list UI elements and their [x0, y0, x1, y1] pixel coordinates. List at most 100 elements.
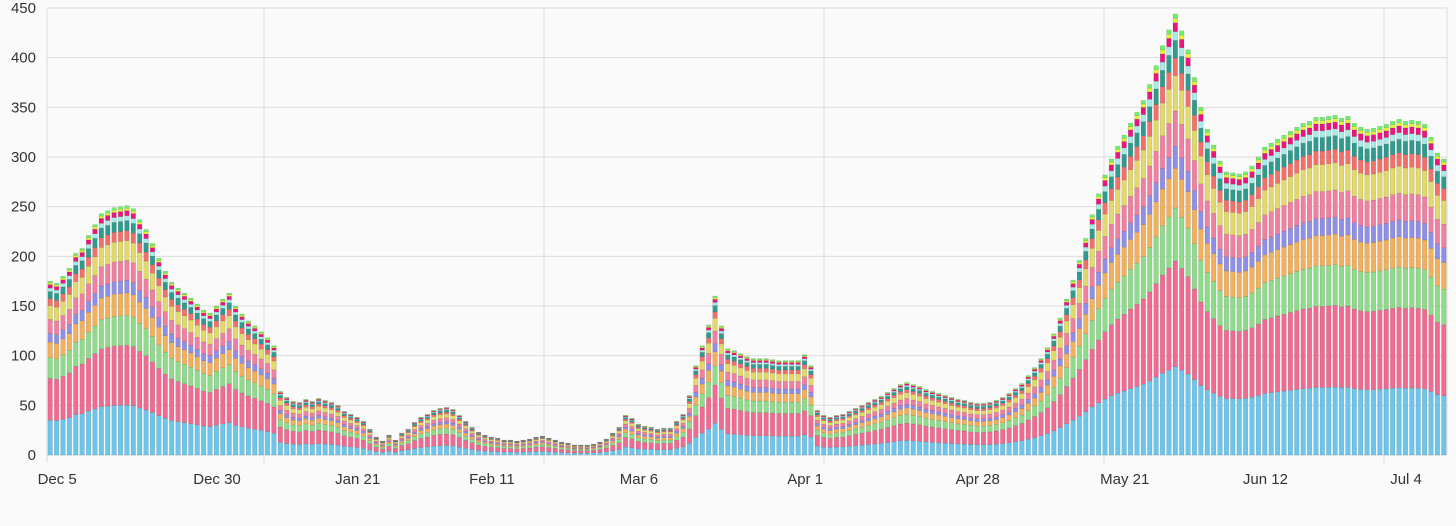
bar-segment — [1275, 391, 1281, 456]
bar-segment — [961, 400, 967, 402]
bar-segment — [143, 260, 149, 280]
bar-segment — [795, 381, 801, 390]
bar-segment — [533, 446, 539, 452]
bar-segment — [130, 242, 136, 264]
bar-day-212 — [1402, 120, 1409, 456]
bar-day-3 — [66, 268, 72, 456]
bar-segment — [207, 326, 213, 334]
bar-segment — [629, 423, 635, 427]
bar-segment — [386, 441, 392, 445]
bar-day-111 — [757, 358, 763, 456]
bar-segment — [181, 341, 187, 351]
bar-segment — [316, 429, 322, 444]
bar-segment — [955, 402, 961, 406]
bar-segment — [1172, 207, 1178, 262]
bar-segment — [98, 223, 104, 229]
bar-segment — [124, 315, 130, 346]
bar-segment — [1083, 251, 1089, 261]
bar-day-51 — [373, 436, 379, 456]
bar-segment — [1185, 171, 1191, 192]
bar-segment — [328, 431, 335, 445]
bar-segment — [808, 377, 814, 386]
bar-segment — [1326, 116, 1332, 120]
bar-segment — [488, 451, 494, 456]
bar-day-54 — [392, 439, 398, 456]
bar-segment — [1223, 270, 1230, 297]
bar-segment — [79, 260, 85, 270]
bar-segment — [367, 434, 373, 438]
bar-segment — [220, 305, 226, 309]
bar-segment — [654, 434, 661, 438]
bar-segment — [1083, 240, 1089, 244]
bar-day-38 — [290, 401, 296, 456]
bar-segment — [47, 284, 53, 289]
bar-day-67 — [475, 431, 482, 456]
bar-segment — [392, 451, 398, 456]
bar-segment — [322, 416, 328, 420]
bar-segment — [1428, 206, 1434, 233]
bar-segment — [1211, 151, 1217, 158]
bar-segment — [1415, 134, 1421, 142]
bar-segment — [1370, 310, 1377, 390]
bar-segment — [782, 381, 788, 390]
bar-segment — [1032, 416, 1038, 438]
bar-segment — [1166, 178, 1172, 218]
bar-segment — [1364, 272, 1370, 312]
bar-segment — [258, 400, 264, 431]
bar-day-76 — [533, 436, 539, 456]
bar-segment — [648, 433, 654, 436]
bar-segment — [66, 333, 72, 351]
bar-segment — [1434, 321, 1440, 395]
bar-segment — [622, 416, 629, 418]
bar-segment — [1281, 154, 1287, 168]
bar-segment — [443, 421, 450, 425]
bar-segment — [1153, 73, 1159, 82]
bar-segment — [284, 398, 290, 400]
bar-segment — [341, 417, 347, 422]
bar-segment — [1415, 141, 1421, 155]
bar-segment — [296, 431, 303, 445]
bar-segment — [405, 432, 411, 436]
bar-segment — [405, 440, 411, 444]
bar-segment — [1396, 307, 1402, 389]
bar-segment — [271, 349, 277, 353]
bar-segment — [699, 369, 705, 379]
bar-segment — [399, 440, 405, 444]
bar-segment — [124, 230, 130, 241]
bar-segment — [412, 448, 418, 456]
bar-segment — [1319, 387, 1325, 456]
bar-segment — [1230, 172, 1236, 176]
bar-day-131 — [885, 392, 891, 456]
bar-segment — [66, 294, 72, 310]
bar-segment — [955, 404, 961, 408]
bar-segment — [1051, 350, 1057, 361]
bar-segment — [661, 431, 667, 435]
bar-segment — [1179, 30, 1185, 36]
bar-segment — [1441, 247, 1447, 263]
bar-segment — [955, 430, 961, 445]
bar-segment — [872, 443, 878, 456]
bar-segment — [175, 304, 181, 312]
bar-segment — [1159, 70, 1166, 87]
bar-segment — [1057, 358, 1063, 367]
bar-segment — [565, 449, 571, 453]
bar-segment — [60, 293, 66, 302]
bar-segment — [1134, 115, 1140, 120]
bar-segment — [827, 430, 833, 435]
bar-segment — [1006, 442, 1012, 456]
bar-segment — [322, 419, 328, 425]
bar-segment — [1185, 57, 1191, 67]
bar-segment — [808, 385, 814, 393]
bar-segment — [674, 439, 680, 449]
bar-segment — [814, 429, 820, 436]
bar-segment — [443, 417, 450, 422]
bar-segment — [124, 220, 130, 231]
bar-segment — [1268, 186, 1274, 212]
bar-segment — [469, 442, 475, 450]
bar-segment — [667, 431, 673, 435]
bar-segment — [1396, 387, 1402, 456]
bar-segment — [258, 336, 264, 340]
bar-segment — [1153, 119, 1159, 152]
bar-segment — [1415, 307, 1421, 389]
bar-segment — [1089, 298, 1095, 321]
